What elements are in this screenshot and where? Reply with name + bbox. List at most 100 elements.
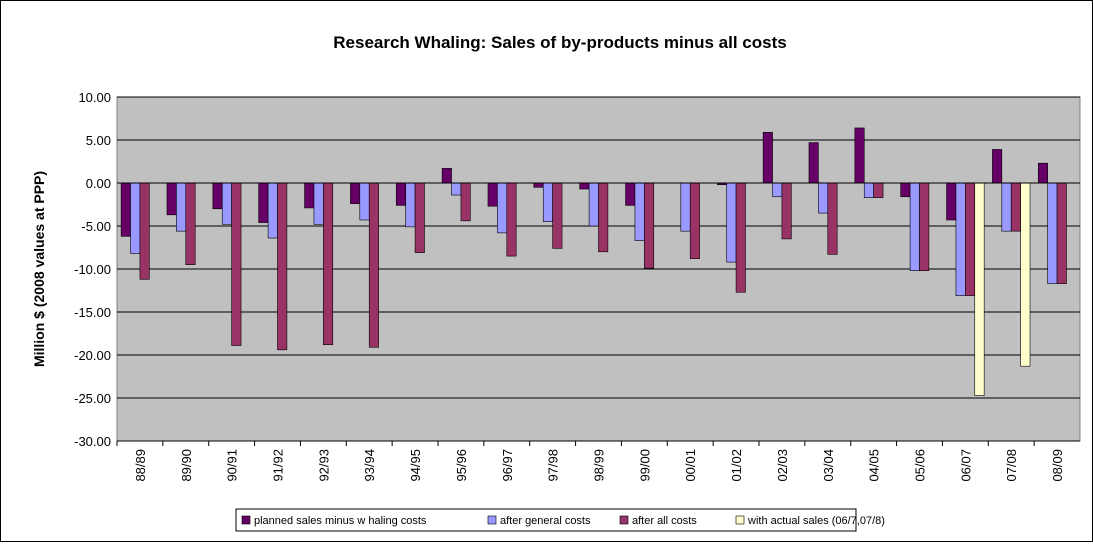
bar — [818, 182, 829, 214]
x-tick-label: 94/95 — [408, 449, 423, 482]
legend-label: planned sales minus w haling costs — [254, 515, 427, 527]
x-tick-label: 98/99 — [592, 449, 607, 482]
x-tick-label: 07/08 — [1004, 449, 1019, 482]
bar — [900, 182, 911, 198]
y-tick-label: 0.00 — [86, 176, 111, 191]
bar — [854, 127, 865, 184]
bar — [974, 182, 985, 396]
y-axis-label: Million $ (2008 values at PPP) — [31, 171, 47, 367]
bar — [965, 182, 976, 296]
legend-swatch — [241, 515, 251, 525]
x-tick-label: 02/03 — [775, 449, 790, 482]
bar — [1047, 182, 1058, 284]
y-tick-label: -10.00 — [74, 262, 111, 277]
x-tick-label: 90/91 — [225, 449, 240, 482]
bar — [772, 182, 783, 198]
bar — [487, 182, 498, 207]
bar — [323, 182, 334, 345]
y-tick-label: -30.00 — [74, 434, 111, 449]
legend-box — [235, 508, 857, 532]
bar — [166, 182, 177, 216]
bar — [185, 182, 196, 265]
legend-swatch — [487, 515, 497, 525]
bar — [176, 182, 187, 232]
y-tick-label: -15.00 — [74, 305, 111, 320]
bar — [909, 182, 920, 272]
x-tick-label: 91/92 — [271, 449, 286, 482]
x-tick-label: 08/09 — [1050, 449, 1065, 482]
bar — [277, 182, 288, 351]
x-tick-label: 93/94 — [362, 449, 377, 482]
y-tick-label: 10.00 — [78, 90, 111, 105]
bar — [350, 182, 361, 204]
x-tick-label: 05/06 — [913, 449, 928, 482]
x-tick-label: 89/90 — [179, 449, 194, 482]
bar — [808, 142, 819, 184]
x-tick-label: 03/04 — [821, 449, 836, 482]
bar — [1020, 182, 1031, 367]
bar — [873, 182, 884, 198]
bar — [1001, 182, 1012, 232]
bar — [644, 182, 655, 269]
legend-label: after general costs — [500, 515, 591, 527]
x-tick-label: 97/98 — [546, 449, 561, 482]
bar — [726, 182, 737, 263]
bar — [946, 182, 957, 221]
bar — [598, 182, 609, 253]
x-tick-label: 92/93 — [316, 449, 331, 482]
bar — [395, 182, 406, 206]
bar — [304, 182, 315, 209]
bar — [130, 182, 141, 254]
bar — [497, 182, 508, 234]
bar — [919, 182, 930, 272]
bar — [212, 182, 223, 210]
x-tick-label: 06/07 — [958, 449, 973, 482]
x-tick-label: 88/89 — [133, 449, 148, 482]
x-tick-label: 95/96 — [454, 449, 469, 482]
bar — [579, 182, 590, 190]
legend-label: after all costs — [632, 515, 697, 527]
y-tick-label: -5.00 — [81, 219, 111, 234]
legend-swatch — [735, 515, 745, 525]
bar — [231, 182, 242, 346]
bar — [552, 182, 563, 249]
bar — [368, 182, 379, 348]
bar — [451, 182, 462, 196]
bar — [460, 182, 471, 222]
bar — [625, 182, 636, 206]
bar — [359, 182, 370, 221]
bar — [827, 182, 838, 255]
bar — [405, 182, 416, 228]
bar — [689, 182, 700, 259]
legend-swatch — [619, 515, 629, 525]
bar — [1056, 182, 1067, 284]
bar — [781, 182, 792, 240]
x-tick-label: 99/00 — [637, 449, 652, 482]
y-tick-label: -20.00 — [74, 348, 111, 363]
legend-label: with actual sales (06/7,07/8) — [747, 515, 885, 527]
bar — [588, 182, 599, 227]
bar — [533, 182, 544, 188]
bar — [634, 182, 645, 241]
bar — [863, 182, 874, 198]
bar — [1037, 162, 1048, 184]
bar — [267, 182, 278, 239]
x-tick-label: 96/97 — [500, 449, 515, 482]
bar — [680, 182, 691, 232]
bar — [120, 182, 131, 237]
x-tick-label: 01/02 — [729, 449, 744, 482]
bar — [955, 182, 966, 296]
bar — [441, 168, 452, 184]
y-tick-label: -25.00 — [74, 391, 111, 406]
y-tick-label: 5.00 — [86, 133, 111, 148]
bar — [1010, 182, 1021, 232]
bar — [506, 182, 517, 257]
bar — [139, 182, 150, 280]
bar — [992, 149, 1003, 184]
x-tick-label: 04/05 — [867, 449, 882, 482]
bar — [313, 182, 324, 225]
chart-title: Research Whaling: Sales of by-products m… — [333, 33, 786, 52]
x-tick-label: 00/01 — [683, 449, 698, 482]
bar — [762, 131, 773, 184]
